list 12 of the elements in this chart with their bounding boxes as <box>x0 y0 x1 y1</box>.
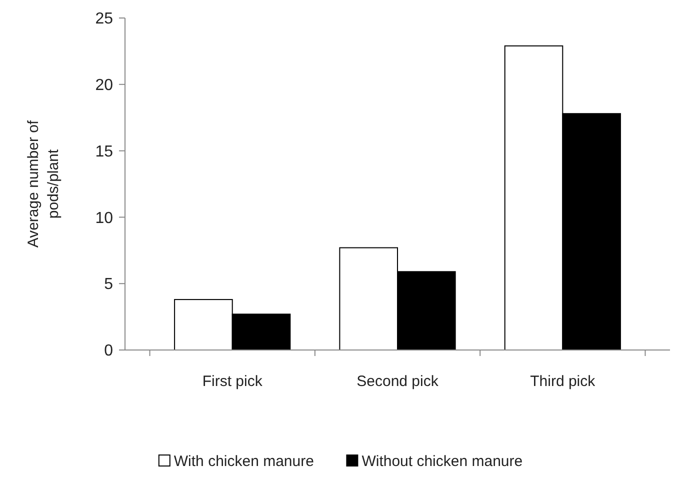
y-tick-label: 15 <box>95 143 114 160</box>
y-tick-label: 0 <box>104 342 114 360</box>
x-tick-label: Second pick <box>356 373 439 390</box>
y-tick-label: 25 <box>95 10 114 28</box>
legend-label: Without chicken manure <box>362 453 523 470</box>
y-tick-label: 20 <box>95 77 114 94</box>
x-tick-label: Third pick <box>530 373 596 390</box>
y-axis-title: Average number of pods/plant <box>25 120 62 248</box>
y-tick-label: 10 <box>95 210 114 227</box>
x-tick-label: First pick <box>202 373 263 390</box>
legend-label: With chicken manure <box>174 453 314 470</box>
y-tick-label: 5 <box>104 276 114 294</box>
